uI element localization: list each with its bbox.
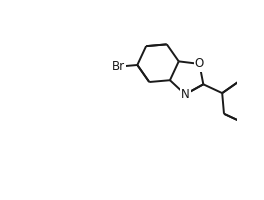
Text: Br: Br: [112, 60, 125, 73]
Text: N: N: [181, 88, 190, 101]
Text: O: O: [195, 57, 204, 70]
